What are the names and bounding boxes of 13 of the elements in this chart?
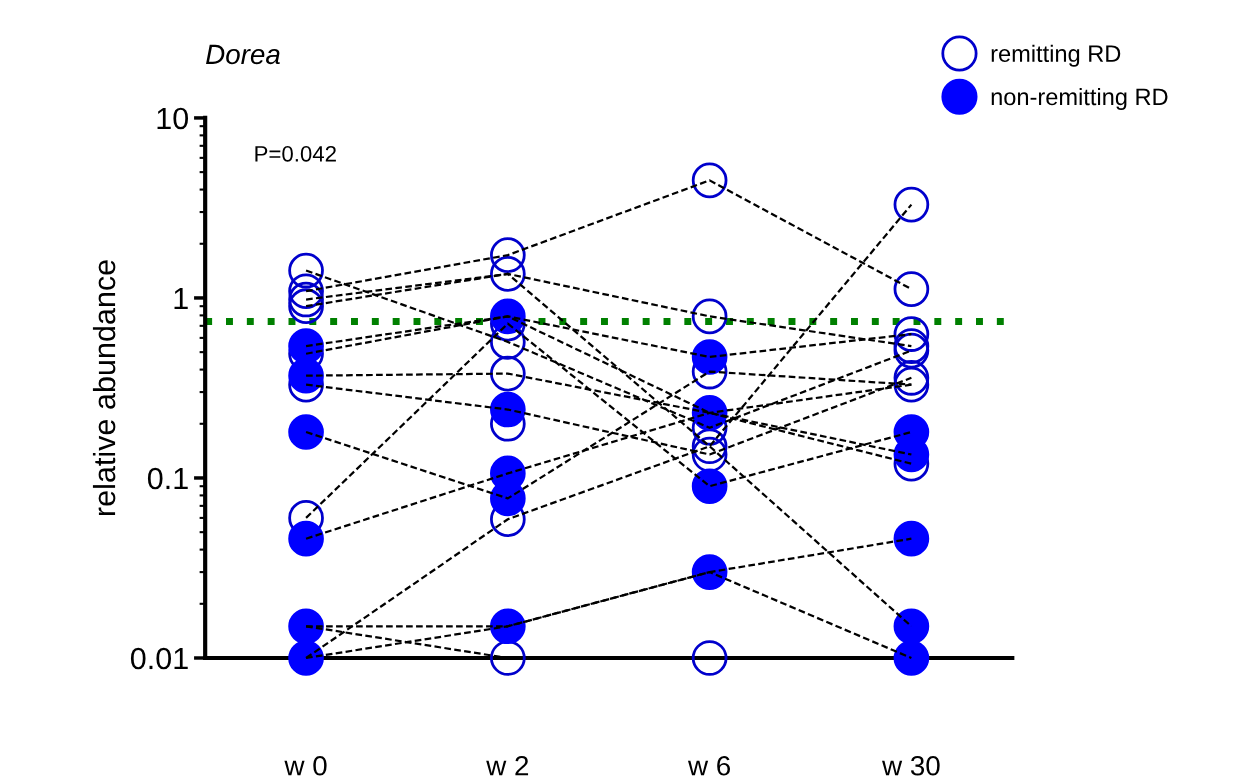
y-tick-label: 0.01 (130, 647, 188, 670)
chart-title: Dorea (206, 44, 280, 65)
y-tick-label: 10 (157, 107, 189, 130)
legend-label: remitting RD (991, 44, 1121, 67)
x-tick-label: w 0 (284, 755, 327, 776)
y-tick-label: 1 (174, 288, 188, 310)
x-tick-label: w 30 (882, 755, 940, 776)
x-tick-label: w 2 (486, 755, 529, 776)
y-tick-label: 0.1 (147, 467, 188, 490)
annotation: P=0.042 (255, 145, 336, 162)
x-tick-label: w 6 (687, 755, 731, 776)
y-axis-title: relative abundance (92, 260, 116, 516)
legend-label: non-remitting RD (991, 87, 1168, 110)
